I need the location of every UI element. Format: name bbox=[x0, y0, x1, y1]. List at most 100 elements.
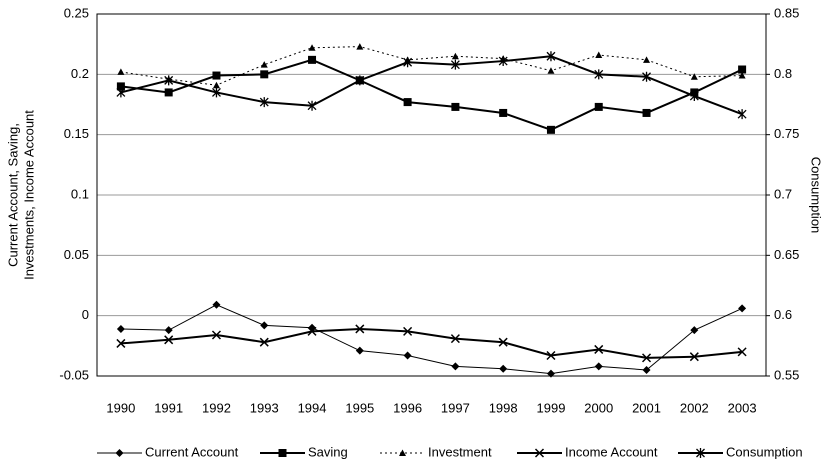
marker bbox=[595, 51, 603, 59]
marker bbox=[356, 43, 364, 50]
marker bbox=[594, 362, 603, 371]
marker bbox=[738, 65, 747, 74]
marker bbox=[546, 125, 555, 134]
x-tick-label: 1992 bbox=[202, 400, 231, 415]
x-tick-label: 1993 bbox=[250, 400, 279, 415]
marker bbox=[307, 326, 317, 336]
y-tick-label: 0.2 bbox=[71, 66, 89, 81]
legend-marker bbox=[534, 448, 545, 458]
y-tick-label: -0.05 bbox=[59, 367, 89, 382]
series-line bbox=[120, 46, 743, 86]
marker bbox=[164, 326, 173, 335]
x-tick-label: 2003 bbox=[728, 400, 757, 415]
marker bbox=[116, 324, 125, 333]
marker bbox=[308, 44, 316, 51]
marker bbox=[642, 108, 651, 117]
marker bbox=[164, 75, 174, 86]
marker bbox=[642, 353, 652, 363]
plot-border bbox=[96, 13, 767, 377]
marker bbox=[212, 81, 220, 89]
series bbox=[116, 51, 747, 120]
x-tick-label: 2001 bbox=[632, 400, 661, 415]
marker bbox=[547, 67, 555, 74]
marker bbox=[116, 82, 125, 91]
marker bbox=[259, 337, 269, 347]
x-tick-label: 1997 bbox=[441, 400, 470, 415]
y-axis-label: Current Account, Saving, bbox=[5, 123, 20, 267]
x-tick-label: 1995 bbox=[345, 400, 374, 415]
y-tick-label: 0.15 bbox=[64, 126, 89, 141]
series-line bbox=[120, 304, 743, 375]
marker bbox=[355, 75, 365, 86]
marker bbox=[499, 108, 508, 117]
legend-item: Income Account bbox=[517, 444, 658, 459]
marker bbox=[450, 334, 460, 344]
marker bbox=[594, 69, 604, 80]
marker bbox=[403, 326, 413, 336]
marker bbox=[738, 304, 747, 313]
y-tick-label: 0.1 bbox=[71, 186, 89, 201]
x-tick-label: 1998 bbox=[489, 400, 518, 415]
x-tick-label: 1990 bbox=[106, 400, 135, 415]
marker bbox=[498, 337, 508, 347]
legend-marker bbox=[115, 449, 124, 457]
legend-label: Income Account bbox=[565, 444, 658, 459]
marker bbox=[212, 300, 221, 309]
marker bbox=[260, 321, 269, 330]
marker bbox=[498, 56, 508, 67]
y-tick-label: 0.25 bbox=[64, 5, 89, 20]
marker bbox=[260, 61, 268, 68]
marker bbox=[546, 51, 556, 62]
y2-tick-label: 0.55 bbox=[774, 367, 799, 382]
marker bbox=[211, 330, 221, 340]
marker bbox=[164, 335, 174, 345]
marker bbox=[738, 72, 746, 79]
x-tick-label: 1996 bbox=[393, 400, 422, 415]
legend-label: Saving bbox=[308, 444, 348, 459]
marker bbox=[117, 68, 125, 75]
y-axis-label: Investments, Income Account bbox=[21, 110, 36, 280]
marker bbox=[690, 73, 698, 80]
y2-tick-label: 0.8 bbox=[774, 66, 792, 81]
marker bbox=[451, 52, 459, 60]
series-line bbox=[120, 55, 743, 116]
marker bbox=[594, 344, 604, 354]
y2-tick-label: 0.7 bbox=[774, 186, 792, 201]
y2-axis-label: Consumption bbox=[809, 157, 823, 234]
marker bbox=[212, 71, 221, 80]
marker bbox=[737, 109, 747, 120]
marker bbox=[451, 362, 460, 371]
x-tick-label: 2002 bbox=[680, 400, 709, 415]
y-tick-label: 0 bbox=[82, 307, 89, 322]
marker bbox=[260, 70, 269, 79]
marker bbox=[308, 55, 317, 64]
marker bbox=[212, 87, 221, 98]
marker bbox=[643, 56, 651, 63]
legend-label: Current Account bbox=[145, 444, 239, 459]
legend-item: Consumption bbox=[678, 444, 803, 459]
x-tick-label: 2000 bbox=[584, 400, 613, 415]
marker bbox=[546, 350, 556, 361]
legend-item: Investment bbox=[380, 444, 492, 459]
x-tick-label: 1994 bbox=[298, 400, 327, 415]
marker bbox=[450, 59, 460, 70]
series bbox=[117, 43, 746, 89]
marker bbox=[355, 346, 364, 355]
marker bbox=[116, 338, 126, 348]
series-line bbox=[120, 58, 743, 131]
marker bbox=[642, 71, 651, 82]
legend-item: Current Account bbox=[97, 444, 239, 459]
marker bbox=[499, 364, 508, 373]
legend-item: Saving bbox=[260, 444, 348, 459]
marker bbox=[451, 102, 460, 111]
marker bbox=[546, 369, 555, 378]
legend-marker bbox=[399, 449, 406, 456]
marker bbox=[116, 87, 126, 98]
x-tick-label: 1999 bbox=[537, 400, 566, 415]
marker bbox=[355, 324, 365, 334]
marker bbox=[594, 102, 603, 111]
marker bbox=[690, 326, 699, 335]
legend-label: Consumption bbox=[726, 444, 803, 459]
